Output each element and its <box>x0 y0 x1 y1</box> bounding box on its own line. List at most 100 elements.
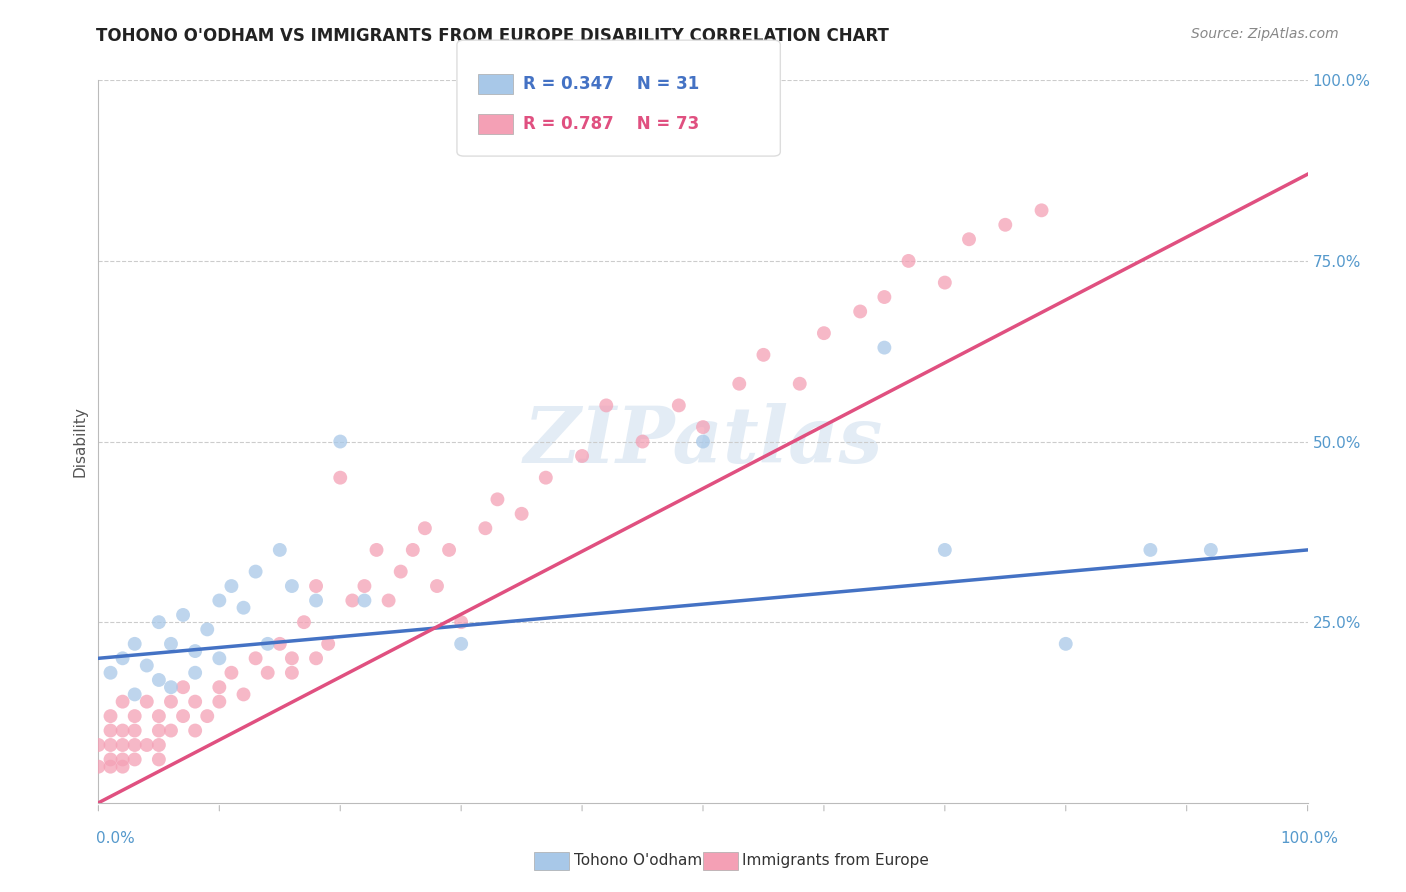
Point <box>389 565 412 579</box>
Text: 0.0%: 0.0% <box>96 831 135 846</box>
Point <box>111 738 134 752</box>
Point <box>100 760 122 774</box>
Point <box>135 695 157 709</box>
Point <box>316 637 339 651</box>
Point <box>1199 542 1222 557</box>
Point <box>148 723 170 738</box>
Point <box>692 434 714 449</box>
Point <box>221 665 243 680</box>
Point <box>87 738 110 752</box>
Point <box>172 709 194 723</box>
Point <box>184 695 207 709</box>
Point <box>111 760 134 774</box>
Point <box>873 341 896 355</box>
Point <box>232 687 254 701</box>
Point <box>124 709 146 723</box>
Point <box>595 398 617 412</box>
Point <box>195 709 218 723</box>
Text: Source: ZipAtlas.com: Source: ZipAtlas.com <box>1191 27 1339 41</box>
Point <box>148 673 170 687</box>
Point <box>208 593 231 607</box>
Point <box>1054 637 1077 651</box>
Point <box>329 434 352 449</box>
Point <box>631 434 654 449</box>
Point <box>245 651 267 665</box>
Point <box>111 752 134 766</box>
Point <box>100 723 122 738</box>
Text: R = 0.787    N = 73: R = 0.787 N = 73 <box>523 115 699 133</box>
Point <box>184 644 207 658</box>
Point <box>413 521 436 535</box>
Point <box>1139 542 1161 557</box>
Point <box>100 738 122 752</box>
Point <box>195 623 218 637</box>
Point <box>87 760 110 774</box>
Point <box>135 658 157 673</box>
Point <box>111 723 134 738</box>
Point <box>450 615 472 630</box>
Point <box>160 695 183 709</box>
Point <box>208 680 231 694</box>
Point <box>486 492 509 507</box>
Point <box>111 695 134 709</box>
Point <box>100 709 122 723</box>
Text: TOHONO O'ODHAM VS IMMIGRANTS FROM EUROPE DISABILITY CORRELATION CHART: TOHONO O'ODHAM VS IMMIGRANTS FROM EUROPE… <box>96 27 889 45</box>
Y-axis label: Disability: Disability <box>72 406 87 477</box>
Point <box>160 680 183 694</box>
Point <box>692 420 714 434</box>
Point <box>474 521 496 535</box>
Point <box>160 723 183 738</box>
Point <box>184 723 207 738</box>
Point <box>148 738 170 752</box>
Point <box>281 665 304 680</box>
Point <box>281 651 304 665</box>
Point <box>510 507 533 521</box>
Point <box>292 615 315 630</box>
Point <box>353 579 375 593</box>
Point <box>245 565 267 579</box>
Point <box>934 276 956 290</box>
Point <box>148 752 170 766</box>
Point <box>256 637 278 651</box>
Point <box>957 232 980 246</box>
Point <box>184 665 207 680</box>
Point <box>994 218 1017 232</box>
Point <box>208 651 231 665</box>
Point <box>135 738 157 752</box>
Point <box>124 723 146 738</box>
Point <box>728 376 751 391</box>
Point <box>789 376 811 391</box>
Point <box>100 665 122 680</box>
Point <box>426 579 449 593</box>
Point <box>148 709 170 723</box>
Point <box>305 593 328 607</box>
Text: 100.0%: 100.0% <box>1281 831 1339 846</box>
Point <box>124 637 146 651</box>
Point <box>124 687 146 701</box>
Text: R = 0.347    N = 31: R = 0.347 N = 31 <box>523 75 699 93</box>
Point <box>111 651 134 665</box>
Point <box>353 593 375 607</box>
Text: Immigrants from Europe: Immigrants from Europe <box>742 854 929 868</box>
Point <box>897 253 920 268</box>
Point <box>813 326 835 341</box>
Point <box>221 579 243 593</box>
Point <box>172 680 194 694</box>
Point <box>752 348 775 362</box>
Point <box>269 542 291 557</box>
Point <box>269 637 291 651</box>
Text: Tohono O'odham: Tohono O'odham <box>574 854 702 868</box>
Point <box>402 542 425 557</box>
Point <box>281 579 304 593</box>
Point <box>160 637 183 651</box>
Point <box>305 579 328 593</box>
Point <box>124 738 146 752</box>
Point <box>305 651 328 665</box>
Point <box>172 607 194 622</box>
Point <box>100 752 122 766</box>
Point <box>571 449 593 463</box>
Point <box>437 542 460 557</box>
Point <box>377 593 399 607</box>
Point <box>148 615 170 630</box>
Point <box>232 600 254 615</box>
